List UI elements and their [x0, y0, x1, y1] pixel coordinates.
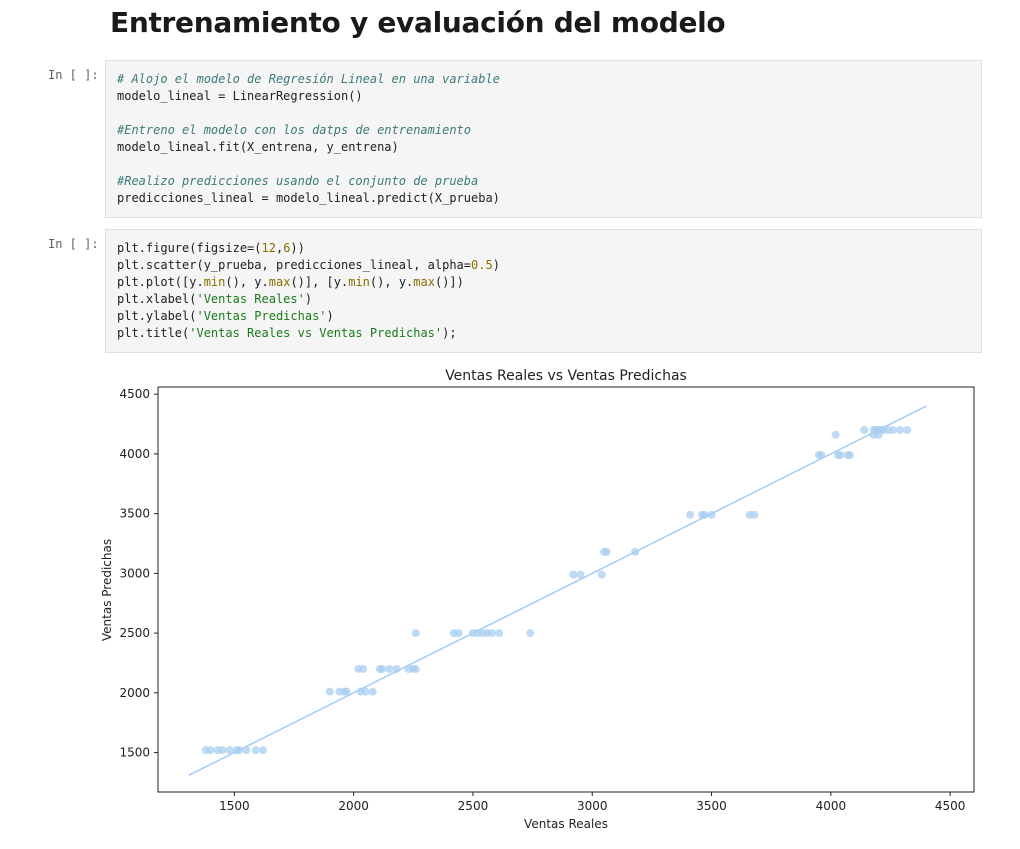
code-token: 6: [283, 241, 291, 255]
scatter-point: [378, 664, 387, 673]
scatter-point: [896, 426, 905, 435]
scatter-point: [488, 629, 497, 638]
chart-title: Ventas Reales vs Ventas Predichas: [445, 368, 687, 384]
code-token: );: [442, 326, 457, 340]
scatter-point: [325, 687, 334, 696]
scatter-chart: Ventas Reales vs Ventas Predichas 1500 20…: [100, 368, 975, 831]
x-tick-label: 2000: [338, 799, 369, 813]
code-token: )): [290, 241, 305, 255]
scatter-point: [874, 430, 883, 439]
scatter-point: [569, 570, 578, 579]
scatter-point: [860, 426, 869, 435]
scatter-point: [845, 451, 854, 460]
code-token: ): [304, 292, 313, 306]
scatter-point: [597, 570, 606, 579]
x-axis: 1500 2000 2500 3000 3500 4000 4500: [219, 792, 965, 813]
scatter-point: [218, 746, 227, 755]
code-token: 'Ventas Reales': [196, 292, 305, 306]
x-tick-label: 4000: [816, 799, 847, 813]
y-tick-label: 4500: [119, 387, 150, 401]
y-tick-label: 4000: [119, 447, 150, 461]
axes-frame: [157, 386, 975, 793]
y-tick-label: 3000: [119, 566, 150, 580]
code-token: #Entreno el modelo con los datps de entr…: [117, 123, 472, 137]
scatter-point: [602, 547, 611, 556]
page-title: Entrenamiento y evaluación del modelo: [110, 6, 726, 39]
code-token: min: [203, 275, 226, 289]
code-token: 12: [261, 241, 276, 255]
x-axis-label: Ventas Reales: [524, 817, 608, 831]
x-tick-label: 3000: [577, 799, 608, 813]
code-token: ()]): [434, 275, 464, 289]
scatter-point: [206, 746, 215, 755]
scatter-point: [359, 664, 368, 673]
code-token: ()], [y.: [290, 275, 349, 289]
x-tick-label: 3500: [696, 799, 727, 813]
y-axis: 1500 2000 2500 3000 3500 4000 4500: [119, 387, 158, 760]
code-token: ): [326, 309, 334, 323]
code-token: modelo_lineal.fit(X_entrena, y_entrena): [117, 140, 399, 154]
code-token: 'Ventas Predichas': [196, 309, 327, 323]
y-axis-label: Ventas Predichas: [100, 539, 114, 641]
code-token: plt.title(: [117, 326, 190, 340]
scatter-point: [750, 510, 759, 519]
scatter-point: [454, 629, 463, 638]
y-tick-label: 2500: [119, 626, 150, 640]
scatter-point: [411, 629, 420, 638]
scatter-point: [526, 629, 535, 638]
code-token: max: [268, 275, 291, 289]
code-token: 'Ventas Reales vs Ventas Predichas': [189, 326, 443, 340]
scatter-point: [831, 430, 840, 439]
scatter-point: [888, 426, 897, 435]
scatter-point: [385, 664, 394, 673]
plot-area: [188, 405, 927, 776]
code-cell-2[interactable]: plt.figure(figsize=(12,6)) plt.scatter(y…: [105, 229, 982, 353]
code-token: plt.figure(figsize=(: [117, 241, 262, 255]
x-tick-label: 2500: [458, 799, 489, 813]
y-tick-label: 1500: [119, 746, 150, 760]
code-token: predicciones_lineal = modelo_lineal.pred…: [117, 191, 500, 205]
x-tick-label: 1500: [219, 799, 250, 813]
scatter-point: [342, 687, 351, 696]
scatter-point: [836, 451, 845, 460]
scatter-point: [686, 510, 695, 519]
scatter-point: [495, 629, 504, 638]
y-tick-label: 2000: [119, 686, 150, 700]
x-tick-label: 4500: [935, 799, 966, 813]
scatter-point: [361, 687, 370, 696]
code-token: # Alojo el modelo de Regresión Lineal en…: [117, 72, 500, 86]
scatter-point: [258, 746, 267, 755]
code-editor-2[interactable]: plt.figure(figsize=(12,6)) plt.scatter(y…: [106, 230, 981, 342]
scatter-point: [903, 426, 912, 435]
scatter-point: [225, 746, 234, 755]
cell-prompt-2: In [ ]:: [48, 237, 99, 251]
code-token: max: [413, 275, 435, 289]
code-token: #Realizo predicciones usando el conjunto…: [117, 174, 479, 188]
scatter-point: [576, 570, 585, 579]
scatter-point: [251, 746, 260, 755]
code-token: (), y.: [369, 275, 414, 289]
code-token: modelo_lineal = LinearRegression(): [117, 89, 363, 103]
code-token: min: [348, 275, 370, 289]
code-token: plt.plot([y.: [117, 275, 204, 289]
code-token: plt.ylabel(: [117, 309, 197, 323]
code-token: plt.xlabel(: [117, 292, 197, 306]
code-token: ,: [275, 241, 284, 255]
code-editor-1[interactable]: # Alojo el modelo de Regresión Lineal en…: [106, 61, 981, 207]
fit-line: [188, 405, 927, 776]
code-token: (), y.: [225, 275, 269, 289]
code-token: plt.scatter(y_prueba, predicciones_linea…: [117, 258, 472, 272]
scatter-point: [411, 664, 420, 673]
scatter-point: [368, 687, 377, 696]
code-token: 0.5: [471, 258, 493, 272]
code-token: ): [492, 258, 500, 272]
code-cell-1[interactable]: # Alojo el modelo de Regresión Lineal en…: [105, 60, 982, 218]
y-tick-label: 3500: [119, 507, 150, 521]
cell-prompt-1: In [ ]:: [48, 68, 99, 82]
